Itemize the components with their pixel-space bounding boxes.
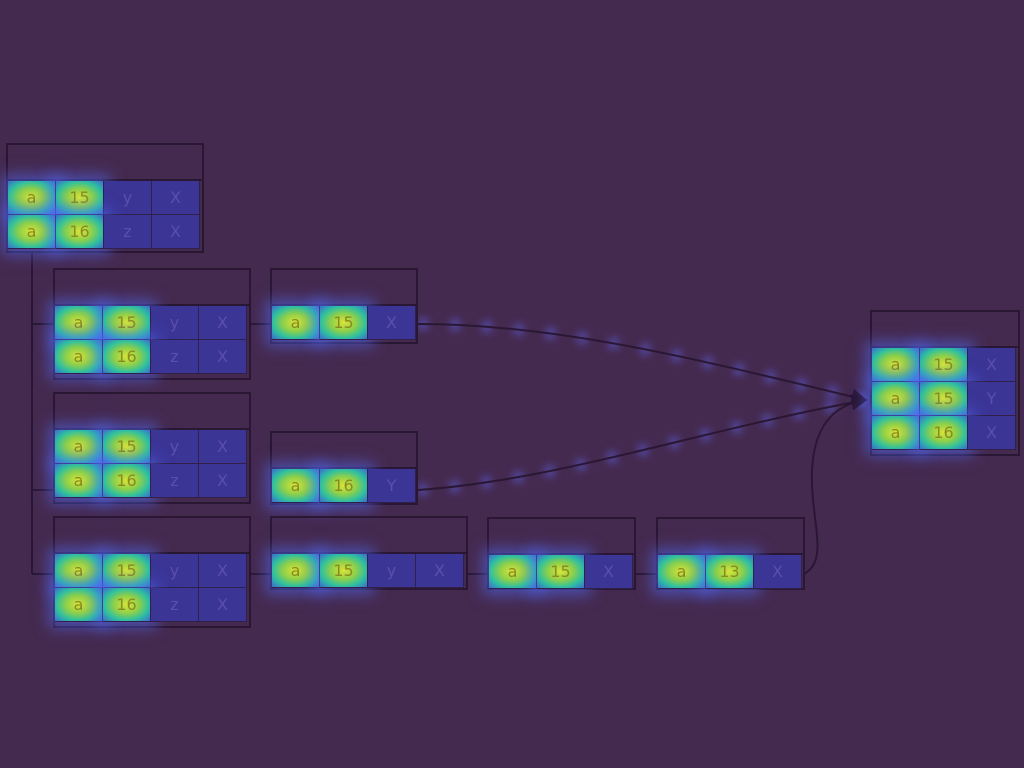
cell: z — [104, 215, 152, 249]
node-n4[interactable]: a 15 y X a 16 z X — [53, 516, 251, 628]
cell: 16 — [103, 464, 151, 498]
node-n5[interactable]: a 15 X — [270, 268, 418, 344]
cell: a — [55, 554, 103, 588]
cell: a — [872, 382, 920, 416]
cell: y — [368, 554, 416, 588]
cell: 15 — [920, 382, 968, 416]
node-title — [489, 519, 634, 555]
node-title — [55, 394, 249, 430]
cell: 13 — [706, 555, 754, 589]
node-n1[interactable]: a 15 y X a 16 z X — [6, 143, 204, 253]
cell: a — [8, 181, 56, 215]
cell: X — [199, 430, 247, 464]
node-row: a 15 X — [489, 555, 634, 589]
cell: X — [416, 554, 464, 588]
cell: 15 — [56, 181, 104, 215]
cell: a — [872, 416, 920, 450]
node-row: a 15 Y — [872, 382, 1018, 416]
cell: 16 — [920, 416, 968, 450]
cell: a — [489, 555, 537, 589]
cell: y — [104, 181, 152, 215]
node-row: a 15 y X — [8, 181, 202, 215]
cell: 15 — [320, 306, 368, 340]
cell: z — [151, 588, 199, 622]
cell: X — [968, 348, 1016, 382]
cell: a — [55, 306, 103, 340]
node-n6[interactable]: a 16 Y — [270, 431, 418, 505]
node-n7[interactable]: a 15 y X — [270, 516, 468, 590]
node-title — [272, 433, 416, 469]
node-title — [658, 519, 803, 555]
cell: 15 — [320, 554, 368, 588]
node-n9[interactable]: a 13 X — [656, 517, 805, 590]
cell: X — [199, 306, 247, 340]
cell: 16 — [320, 469, 368, 503]
edge-n6-n10 — [417, 394, 868, 491]
cell: z — [151, 464, 199, 498]
cell: Y — [368, 469, 416, 503]
cell: y — [151, 430, 199, 464]
node-title — [55, 270, 249, 306]
node-n3[interactable]: a 15 y X a 16 z X — [53, 392, 251, 504]
cell: 15 — [920, 348, 968, 382]
node-row: a 16 z X — [55, 588, 249, 622]
cell: X — [199, 340, 247, 374]
node-row: a 16 z X — [8, 215, 202, 249]
node-title — [272, 518, 466, 554]
node-n10[interactable]: a 15 X a 15 Y a 16 X — [870, 310, 1020, 456]
node-title — [872, 312, 1018, 348]
node-row: a 15 X — [272, 306, 416, 340]
cell: 15 — [103, 430, 151, 464]
cell: a — [55, 430, 103, 464]
node-row: a 15 X — [872, 348, 1018, 382]
edge-n5-n10 — [417, 323, 868, 405]
cell: X — [152, 215, 200, 249]
node-title — [8, 145, 202, 181]
cell: z — [151, 340, 199, 374]
cell: a — [872, 348, 920, 382]
node-row: a 15 y X — [55, 554, 249, 588]
cell: X — [199, 464, 247, 498]
cell: a — [55, 588, 103, 622]
cell: 15 — [103, 554, 151, 588]
cell: X — [199, 588, 247, 622]
cell: 16 — [56, 215, 104, 249]
cell: X — [152, 181, 200, 215]
node-row: a 16 Y — [272, 469, 416, 503]
cell: 15 — [103, 306, 151, 340]
node-title — [55, 518, 249, 554]
cell: 16 — [103, 588, 151, 622]
cell: 16 — [103, 340, 151, 374]
node-row: a 15 y X — [272, 554, 466, 588]
cell: X — [585, 555, 633, 589]
node-row: a 16 z X — [55, 464, 249, 498]
node-row: a 16 z X — [55, 340, 249, 374]
cell: X — [368, 306, 416, 340]
cell: y — [151, 306, 199, 340]
node-row: a 15 y X — [55, 430, 249, 464]
cell: X — [968, 416, 1016, 450]
node-n8[interactable]: a 15 X — [487, 517, 636, 590]
cell: 15 — [537, 555, 585, 589]
cell: Y — [968, 382, 1016, 416]
node-n2[interactable]: a 15 y X a 16 z X — [53, 268, 251, 380]
node-title — [272, 270, 416, 306]
node-row: a 16 X — [872, 416, 1018, 450]
cell: a — [272, 554, 320, 588]
edge-glow-n6-n10 — [417, 394, 868, 496]
cell: a — [272, 306, 320, 340]
node-row: a 15 y X — [55, 306, 249, 340]
edge-n9-n10 — [803, 394, 868, 575]
cell: y — [151, 554, 199, 588]
cell: a — [55, 340, 103, 374]
cell: X — [754, 555, 802, 589]
cell: X — [199, 554, 247, 588]
cell: a — [8, 215, 56, 249]
cell: a — [55, 464, 103, 498]
cell: a — [658, 555, 706, 589]
cell: a — [272, 469, 320, 503]
edge-glow-n5-n10 — [417, 318, 868, 406]
node-row: a 13 X — [658, 555, 803, 589]
